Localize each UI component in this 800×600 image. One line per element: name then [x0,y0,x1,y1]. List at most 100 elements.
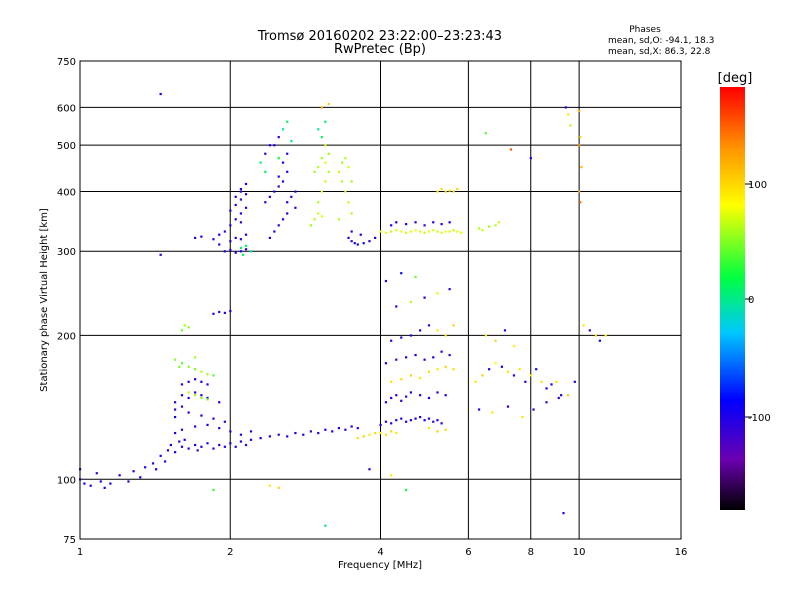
data-point [229,248,232,252]
data-point [337,427,341,430]
data-point [419,230,422,233]
data-point [239,187,243,191]
data-point [281,161,285,164]
y-tick-label: 200 [57,331,76,342]
data-point [180,445,184,448]
data-point [194,394,197,397]
data-point [368,468,371,471]
data-point [302,433,305,436]
data-point [444,428,447,431]
data-point [395,229,398,232]
data-point [212,312,215,315]
data-point [436,230,439,233]
data-point [187,326,190,329]
y-tick-label: 600 [57,103,76,114]
data-point [239,246,243,249]
data-point [356,436,359,440]
data-point [95,472,98,475]
data-point [452,324,455,327]
data-point [277,175,280,178]
y-tick-label: 300 [57,247,76,258]
data-point [374,431,377,435]
plot-frame [79,60,682,540]
data-point [347,236,350,240]
data-point [327,102,330,106]
x-axis-label: Frequency [MHz] [338,560,422,571]
data-point [356,427,359,430]
data-point [229,209,232,212]
data-point [268,144,271,147]
data-point [234,203,237,207]
data-point [173,431,177,435]
data-point [427,427,431,430]
data-points [79,92,607,527]
data-point [281,180,285,183]
data-point [488,368,491,371]
data-point [353,242,356,245]
data-point [259,161,262,164]
data-point [286,435,289,438]
data-point [390,396,393,400]
data-point [452,229,455,232]
data-point [341,180,344,183]
data-point [234,251,237,254]
data-point [432,356,435,359]
data-point [444,334,447,337]
data-point [173,415,177,419]
data-point [187,365,190,368]
colorbar-label: [deg] [718,71,753,86]
data-point [529,157,532,160]
data-point [564,106,567,109]
data-point [579,201,582,204]
x-tick-label: 16 [675,547,688,558]
data-point [268,195,271,198]
data-point [212,238,215,241]
y-tick-label: 400 [57,187,76,198]
data-point [395,305,398,308]
data-point [390,230,393,233]
data-point [223,445,226,448]
data-point [359,233,362,236]
data-point [89,484,92,487]
data-point [460,231,463,234]
data-point [529,374,532,377]
data-point [419,329,422,332]
data-point [390,224,393,227]
data-point [229,224,232,227]
data-point [194,425,197,428]
data-point [277,136,280,139]
data-point [180,428,184,431]
data-point [249,250,253,253]
data-point [309,430,312,433]
data-point [200,380,203,383]
data-point [350,240,353,243]
data-point [494,339,497,342]
data-point [524,380,527,383]
data-point [187,391,190,394]
y-tick-label: 750 [57,57,76,68]
data-point [562,512,565,515]
data-point [390,339,393,342]
data-point [173,358,177,361]
data-point [244,244,248,247]
data-point [273,190,276,193]
data-point [268,236,271,240]
data-point [268,484,271,487]
data-point [277,433,280,436]
data-point [239,250,243,253]
data-point [223,311,226,314]
data-point [239,198,243,201]
x-tick-label: 8 [528,547,534,558]
data-point [159,454,162,457]
data-point [324,161,327,164]
data-point [532,408,535,411]
data-point [560,394,563,397]
data-point [277,185,280,188]
data-point [409,419,412,422]
data-point [183,438,186,441]
data-point [362,242,365,245]
data-point [169,443,172,447]
data-point [535,368,538,371]
data-point [582,324,585,327]
data-point [163,460,167,463]
